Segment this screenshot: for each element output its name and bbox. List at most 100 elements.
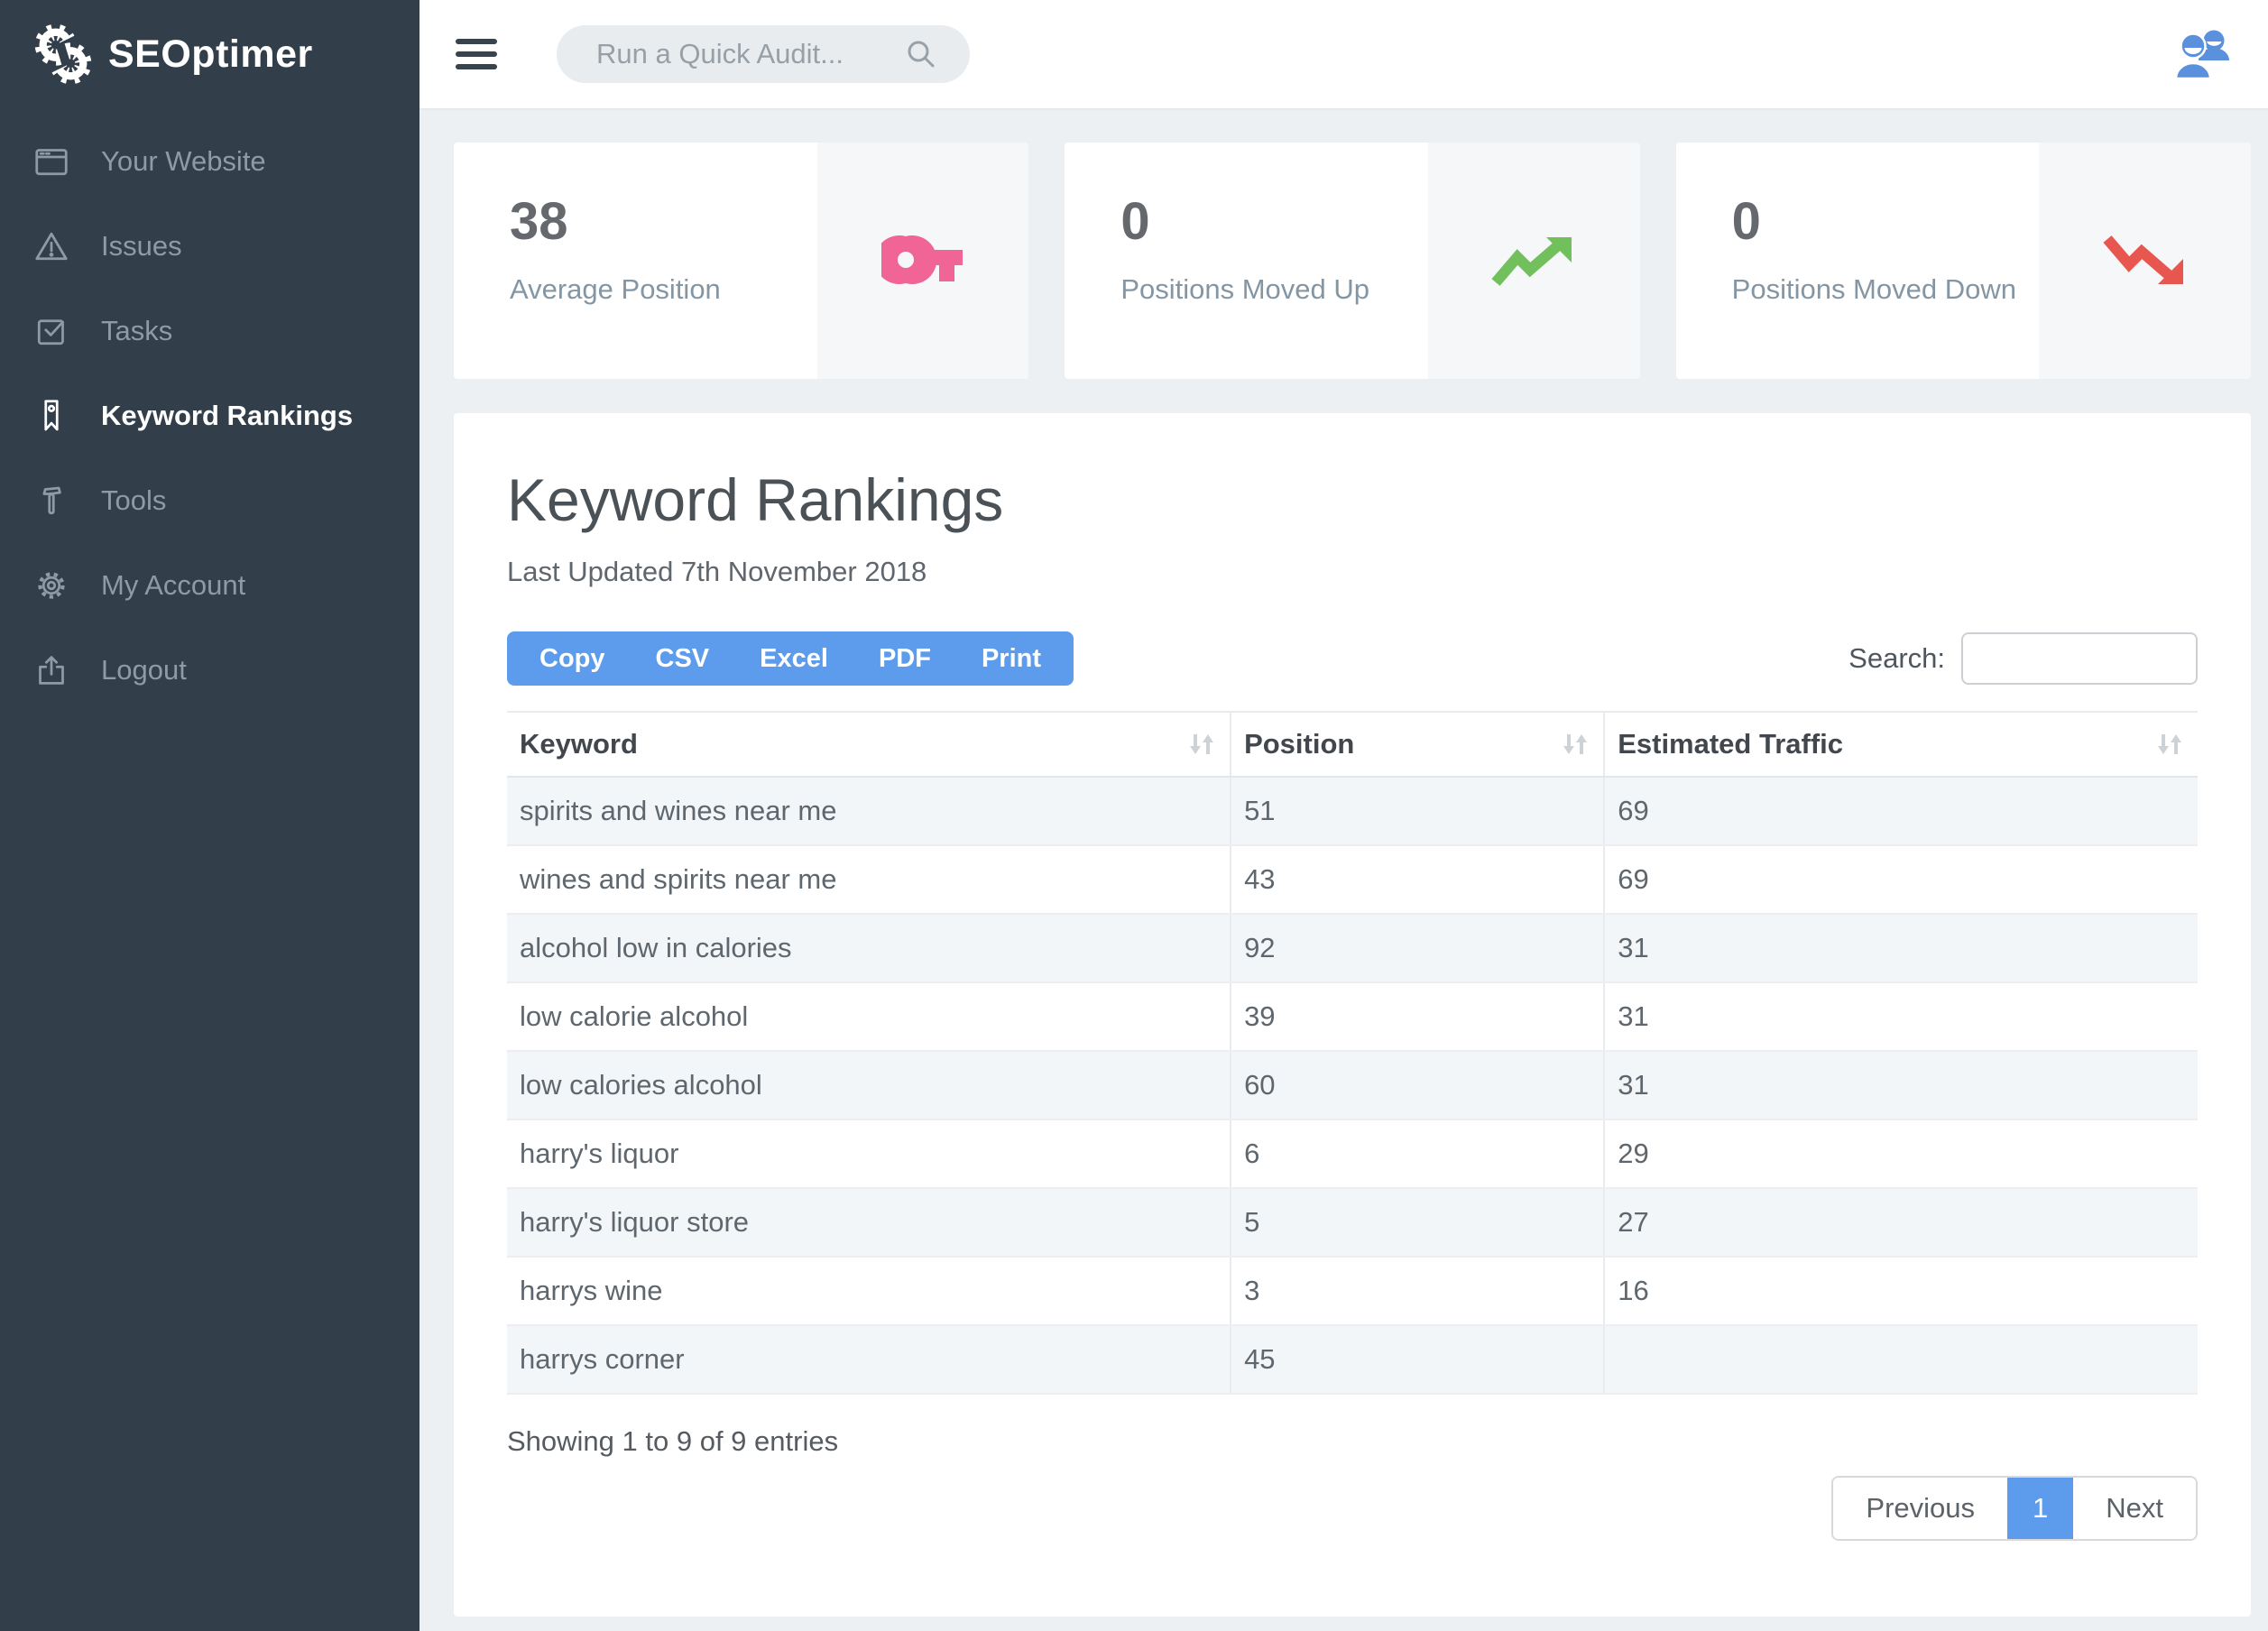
table-row: alcohol low in calories 92 31 bbox=[507, 914, 2198, 983]
stat-value: 0 bbox=[1731, 192, 1761, 251]
column-header-keyword[interactable]: Keyword bbox=[507, 711, 1232, 778]
stat-text: 38 Average Position bbox=[454, 143, 817, 379]
stat-value: 38 bbox=[510, 192, 568, 251]
table-row: wines and spirits near me 43 69 bbox=[507, 845, 2198, 915]
keyword-cell: harry's liquor bbox=[507, 1120, 1232, 1189]
previous-page-button[interactable]: Previous bbox=[1833, 1478, 2007, 1539]
sidebar-item-label: Logout bbox=[101, 654, 187, 686]
sidebar-item-tasks[interactable]: Tasks bbox=[0, 289, 419, 373]
keyword-cell: low calorie alcohol bbox=[507, 982, 1232, 1052]
stat-icon-panel bbox=[816, 143, 1029, 379]
top-bar bbox=[419, 0, 2268, 110]
hamburger-menu-button[interactable] bbox=[456, 39, 497, 69]
stat-icon-panel bbox=[2039, 143, 2251, 379]
traffic-cell: 31 bbox=[1604, 982, 2198, 1052]
sort-icon bbox=[1563, 734, 1588, 754]
stat-label: Positions Moved Up bbox=[1120, 273, 1370, 305]
table-row: low calories alcohol 60 31 bbox=[507, 1051, 2198, 1120]
copy-button[interactable]: Copy bbox=[514, 644, 631, 674]
seoptimer-logo[interactable]: SEOptimer bbox=[0, 0, 419, 101]
traffic-cell: 27 bbox=[1604, 1188, 2198, 1258]
traffic-cell: 31 bbox=[1604, 914, 2198, 983]
keyword-cell: wines and spirits near me bbox=[507, 845, 1232, 915]
print-button[interactable]: Print bbox=[956, 644, 1066, 674]
sidebar-item-my-account[interactable]: My Account bbox=[0, 543, 419, 628]
next-page-button[interactable]: Next bbox=[2073, 1478, 2196, 1539]
stat-card-average-position: 38 Average Position bbox=[454, 143, 1029, 379]
seoptimer-logo-icon bbox=[32, 23, 94, 85]
checkbox-icon bbox=[32, 313, 70, 349]
sidebar-item-keyword-rankings[interactable]: Keyword Rankings bbox=[0, 373, 419, 458]
trend-up-icon bbox=[1491, 237, 1572, 286]
keyword-cell: spirits and wines near me bbox=[507, 777, 1232, 846]
sidebar-item-label: Tasks bbox=[101, 315, 173, 346]
page-title: Keyword Rankings bbox=[507, 466, 1004, 533]
stat-card-positions-moved-up: 0 Positions Moved Up bbox=[1065, 143, 1640, 379]
column-header-position[interactable]: Position bbox=[1231, 711, 1606, 778]
page-content: 38 Average Position 0 Posi bbox=[419, 110, 2268, 1631]
keyword-cell: harrys corner bbox=[507, 1325, 1232, 1395]
quick-audit-input[interactable] bbox=[557, 25, 970, 83]
traffic-cell: 29 bbox=[1604, 1120, 2198, 1189]
sidebar-item-label: My Account bbox=[101, 569, 246, 601]
users-icon bbox=[2174, 30, 2229, 79]
gear-icon bbox=[32, 567, 70, 604]
main-area: 38 Average Position 0 Posi bbox=[419, 0, 2268, 1631]
pagination: Previous 1 Next bbox=[1831, 1476, 2198, 1541]
traffic-cell bbox=[1604, 1325, 2198, 1395]
keyword-rankings-table: Keyword Position bbox=[507, 711, 2198, 1395]
sidebar-item-issues[interactable]: Issues bbox=[0, 204, 419, 289]
sidebar-item-label: Keyword Rankings bbox=[101, 400, 354, 431]
sort-icon bbox=[2158, 734, 2181, 754]
sidebar-item-your-website[interactable]: Your Website bbox=[0, 119, 419, 204]
account-users-button[interactable] bbox=[2174, 27, 2232, 82]
table-row: harry's liquor store 5 27 bbox=[507, 1188, 2198, 1258]
position-cell: 43 bbox=[1231, 845, 1606, 915]
keyword-cell: harrys wine bbox=[507, 1257, 1232, 1326]
csv-button[interactable]: CSV bbox=[631, 644, 735, 674]
showing-entries-text: Showing 1 to 9 of 9 entries bbox=[507, 1425, 839, 1457]
stat-text: 0 Positions Moved Up bbox=[1065, 143, 1428, 379]
trend-down-icon bbox=[2103, 235, 2183, 284]
traffic-cell: 31 bbox=[1604, 1051, 2198, 1120]
position-cell: 6 bbox=[1231, 1120, 1606, 1189]
keyword-cell: alcohol low in calories bbox=[507, 914, 1232, 983]
table-row: harry's liquor 6 29 bbox=[507, 1120, 2198, 1189]
position-cell: 60 bbox=[1231, 1051, 1606, 1120]
column-header-estimated-traffic[interactable]: Estimated Traffic bbox=[1604, 711, 2198, 778]
pdf-button[interactable]: PDF bbox=[853, 644, 956, 674]
table-row: harrys wine 3 16 bbox=[507, 1257, 2198, 1326]
sidebar-item-logout[interactable]: Logout bbox=[0, 628, 419, 713]
sidebar-item-label: Tools bbox=[101, 484, 167, 516]
traffic-cell: 69 bbox=[1604, 845, 2198, 915]
bookmark-ribbon-icon bbox=[32, 398, 70, 434]
traffic-cell: 16 bbox=[1604, 1257, 2198, 1326]
stat-text: 0 Positions Moved Down bbox=[1676, 143, 2040, 379]
pagination-row: Previous 1 Next bbox=[507, 1476, 2198, 1541]
position-cell: 3 bbox=[1231, 1257, 1606, 1326]
table-toolbar: Copy CSV Excel PDF Print Search: bbox=[507, 631, 2198, 686]
keyword-cell: low calories alcohol bbox=[507, 1051, 1232, 1120]
logo-text: SEOptimer bbox=[108, 32, 313, 76]
key-icon bbox=[880, 235, 963, 284]
stat-cards: 38 Average Position 0 Posi bbox=[454, 143, 2251, 379]
position-cell: 39 bbox=[1231, 982, 1606, 1052]
keyword-rankings-panel: Keyword Rankings Last Updated 7th Novemb… bbox=[454, 413, 2251, 1617]
stat-icon-panel bbox=[1427, 143, 1640, 379]
table-row: spirits and wines near me 51 69 bbox=[507, 777, 2198, 846]
table-search-input[interactable] bbox=[1961, 632, 2198, 685]
table-row: low calorie alcohol 39 31 bbox=[507, 982, 2198, 1052]
logout-icon bbox=[32, 652, 70, 688]
quick-audit-search bbox=[557, 25, 970, 83]
export-button-group: Copy CSV Excel PDF Print bbox=[507, 631, 1074, 686]
table-search: Search: bbox=[1849, 632, 2198, 685]
table-header-row: Keyword Position bbox=[507, 711, 2198, 778]
traffic-cell: 69 bbox=[1604, 777, 2198, 846]
sidebar-item-tools[interactable]: Tools bbox=[0, 458, 419, 543]
sidebar-nav: Your Website Issues Tasks bbox=[0, 119, 419, 713]
page-1-button[interactable]: 1 bbox=[2007, 1478, 2074, 1539]
sort-icon bbox=[1190, 734, 1214, 754]
stat-label: Average Position bbox=[510, 273, 721, 305]
excel-button[interactable]: Excel bbox=[734, 644, 853, 674]
keyword-cell: harry's liquor store bbox=[507, 1188, 1232, 1258]
